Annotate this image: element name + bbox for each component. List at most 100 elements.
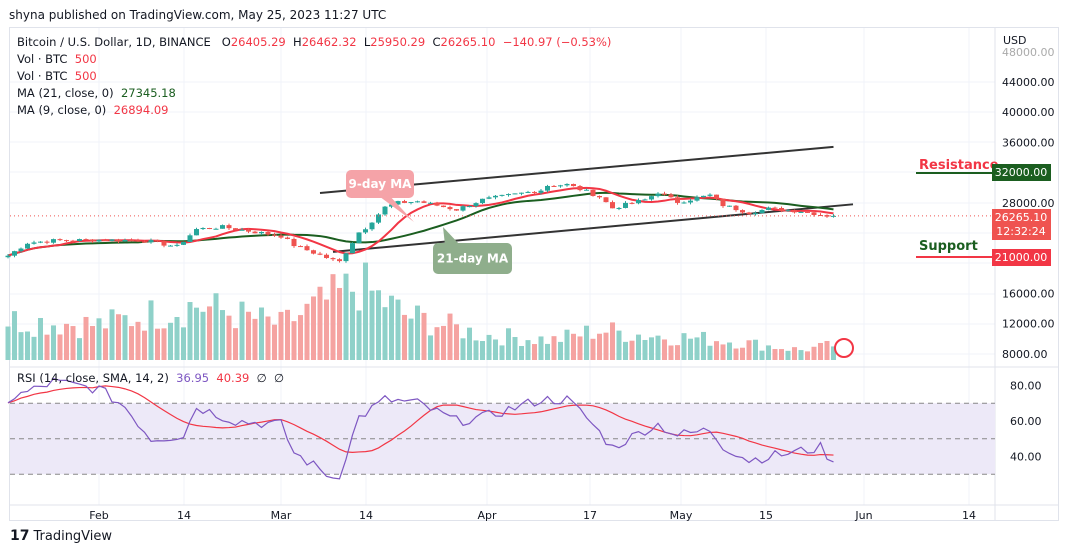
resistance-price-tag [992, 164, 1051, 181]
candle [278, 235, 284, 238]
candle [727, 205, 732, 207]
volume-bar [363, 262, 368, 360]
candle [584, 189, 589, 191]
candle [122, 239, 128, 242]
volume-bar [649, 337, 654, 360]
volume-bar [506, 328, 511, 360]
volume-bar [330, 274, 336, 360]
candle [64, 240, 69, 242]
candle [831, 215, 836, 217]
candle [779, 207, 784, 212]
volume-bar [252, 318, 258, 360]
volume-bar [129, 326, 134, 360]
low-label: L [363, 35, 371, 49]
candle [766, 207, 771, 210]
candle [194, 229, 199, 236]
candle [798, 211, 804, 213]
volume-bar [200, 311, 206, 360]
candle [714, 194, 719, 199]
candle [148, 240, 154, 243]
candle [337, 259, 342, 262]
rsi-label: RSI (14, close, SMA, 14, 2) [17, 371, 169, 385]
volume-bar [64, 323, 69, 360]
candle [603, 197, 609, 203]
support-label: Support [919, 239, 978, 254]
candle [187, 235, 193, 242]
price-tick: 40000.00 [1002, 106, 1055, 119]
ma9-callout [346, 170, 414, 198]
price-tick: 28000.00 [1002, 197, 1055, 210]
candle [304, 246, 310, 251]
open-label: O [221, 35, 231, 49]
legend-ma21[interactable]: MA (21, close, 0) 27345.18 [17, 86, 176, 100]
candle [285, 237, 290, 239]
volume-bar [623, 341, 628, 360]
candle [103, 239, 108, 241]
volume-bar [603, 332, 609, 360]
candle [363, 229, 368, 233]
volume-bar [376, 290, 381, 360]
volume-bar [415, 305, 420, 360]
candle [291, 238, 297, 247]
volume-bar [727, 342, 732, 360]
candle [96, 239, 102, 242]
legend-rsi[interactable]: RSI (14, close, SMA, 14, 2) 36.95 40.39 … [17, 371, 284, 385]
candle [207, 228, 212, 230]
resistance-price-tag-text: 32000.00 [995, 166, 1048, 179]
callout-pointer [443, 227, 460, 245]
candle [5, 255, 11, 258]
volume-bar [57, 334, 63, 360]
ma21-callout-text: 21-day MA [437, 252, 509, 266]
ma21-line [7, 191, 834, 257]
time-tick: Jun [854, 509, 872, 522]
candle [18, 248, 24, 252]
volume-bar [792, 347, 797, 360]
candle [805, 211, 810, 213]
volume-bar [389, 295, 394, 360]
candle [694, 197, 700, 201]
rsi-extra-1: ∅ [256, 371, 267, 385]
legend-vol1[interactable]: Vol · BTC 500 [17, 52, 97, 66]
volume-bar [77, 338, 82, 360]
volume-bar [12, 311, 17, 360]
tradingview-logo[interactable]: 17 TradingView [10, 528, 112, 544]
volume-bar [304, 303, 310, 360]
legend-ma9[interactable]: MA (9, close, 0) 26894.09 [17, 103, 168, 117]
candle [83, 239, 89, 241]
candle [200, 228, 206, 230]
time-tick: 15 [759, 509, 773, 522]
candle [519, 192, 524, 194]
volume-bar [454, 324, 459, 360]
volume-bar [343, 273, 349, 360]
candle [460, 206, 466, 211]
chart-frame [9, 27, 1059, 521]
time-tick: 17 [583, 509, 597, 522]
candle [753, 213, 758, 215]
candle [577, 186, 583, 191]
high-value: 26462.32 [301, 35, 357, 49]
legend-vol2[interactable]: Vol · BTC 500 [17, 69, 97, 83]
candle [623, 202, 628, 208]
rsi-line [7, 377, 834, 480]
support-price-tag-text: 21000.00 [995, 251, 1048, 264]
volume-bar [642, 339, 648, 360]
symbol-title[interactable]: Bitcoin / U.S. Dollar, 1D, BINANCE [17, 35, 211, 49]
volume-bar [746, 340, 752, 360]
volume-bar [460, 338, 466, 360]
last-price-tag-text: 12:32:24 [996, 225, 1045, 238]
volume-bar [629, 340, 635, 360]
candle [174, 244, 180, 246]
candle [428, 202, 433, 204]
volume-bar [525, 340, 531, 360]
last-price-tag [992, 209, 1051, 240]
candle [70, 240, 76, 242]
candle [324, 254, 329, 259]
ma9-label: MA (9, close, 0) [17, 103, 107, 117]
candle [395, 201, 401, 205]
volume-bar [337, 287, 342, 360]
volume-bar [564, 329, 570, 360]
candle [181, 241, 186, 245]
volume-bar [51, 325, 56, 360]
candle [733, 205, 739, 211]
